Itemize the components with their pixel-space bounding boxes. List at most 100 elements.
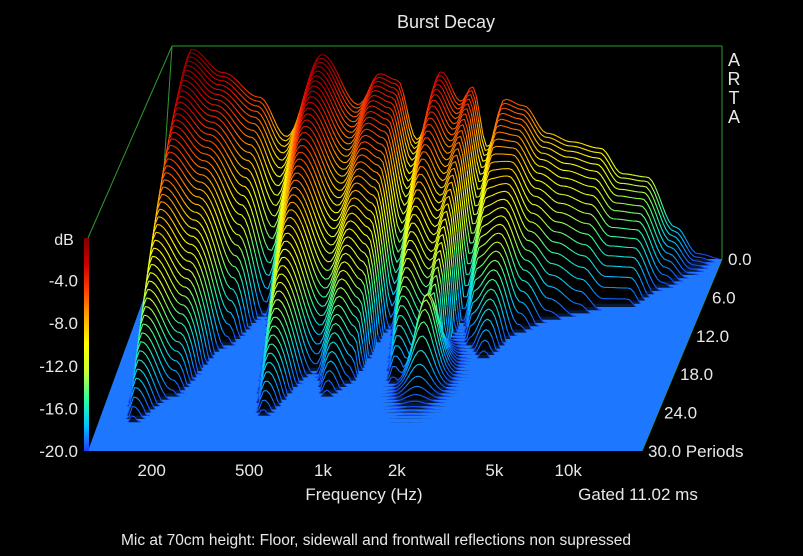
slice-segment (429, 130, 434, 137)
slice-segment (163, 278, 169, 286)
slice-segment (509, 238, 514, 249)
slice-segment (406, 231, 411, 240)
slice-segment (548, 148, 553, 151)
slice-segment (181, 188, 186, 195)
slice-segment (268, 326, 273, 334)
slice-segment (172, 369, 176, 372)
slice-segment (186, 80, 190, 83)
slice-segment (549, 297, 553, 300)
slice-segment (294, 131, 299, 144)
slice-segment (468, 124, 473, 146)
slice-segment (600, 194, 606, 201)
slice-segment (544, 212, 550, 217)
slice-segment (178, 374, 183, 383)
slice-segment (321, 352, 326, 366)
slice-segment (161, 193, 166, 196)
slice-segment (382, 161, 387, 176)
slice-segment (370, 82, 375, 88)
slice-segment (384, 112, 389, 115)
slice-segment (419, 144, 425, 152)
slice-segment (204, 210, 209, 218)
slice-segment (603, 264, 607, 267)
slice-segment (427, 137, 433, 143)
slice-segment (468, 89, 473, 93)
slice-segment (231, 172, 236, 180)
slice-segment (501, 102, 506, 106)
slice-segment (548, 186, 553, 191)
slice-segment (272, 231, 277, 239)
slice-segment (353, 304, 358, 309)
slice-segment (632, 302, 637, 308)
slice-segment (491, 177, 495, 180)
slice-segment (439, 99, 445, 107)
slice-segment (388, 323, 394, 330)
slice-segment (317, 365, 323, 377)
slice-segment (247, 325, 252, 330)
slice-segment (322, 108, 327, 116)
slice-segment (533, 305, 538, 313)
slice-segment (168, 333, 174, 339)
slice-segment (345, 96, 350, 103)
slice-segment (452, 110, 457, 115)
slice-segment (400, 161, 406, 176)
slice-segment (481, 139, 486, 151)
slice-segment (519, 104, 523, 107)
slice-segment (369, 129, 374, 133)
slice-segment (395, 295, 400, 314)
slice-segment (326, 322, 332, 335)
slice-segment (335, 187, 340, 191)
slice-segment (584, 233, 589, 235)
slice-segment (159, 280, 164, 288)
slice-segment (527, 113, 533, 120)
slice-segment (548, 238, 553, 243)
slice-segment (391, 345, 396, 356)
slice-segment (550, 228, 555, 232)
slice-segment (570, 237, 575, 241)
slice-segment (574, 145, 579, 148)
slice-segment (342, 212, 348, 222)
slice-segment (650, 290, 655, 295)
slice-segment (505, 266, 510, 278)
slice-segment (198, 204, 202, 208)
slice-segment (404, 230, 409, 247)
slice-segment (343, 204, 349, 214)
slice-segment (328, 64, 334, 71)
slice-segment (246, 127, 251, 131)
slice-segment (377, 164, 383, 170)
slice-segment (233, 254, 238, 257)
slice-segment (242, 132, 247, 136)
slice-segment (536, 311, 541, 319)
slice-segment (187, 251, 192, 254)
slice-segment (572, 250, 577, 254)
slice-segment (341, 131, 346, 137)
slice-segment (234, 210, 239, 215)
slice-segment (420, 181, 425, 187)
slice-segment (458, 369, 463, 372)
slice-segment (230, 151, 235, 158)
slice-segment (339, 316, 345, 323)
slice-segment (315, 228, 320, 238)
slice-segment (314, 126, 319, 133)
slice-segment (294, 273, 299, 284)
slice-segment (432, 356, 437, 366)
slice-segment (357, 175, 362, 178)
slice-segment (504, 190, 509, 194)
slice-segment (583, 193, 588, 196)
slice-segment (363, 205, 368, 210)
slice-segment (345, 170, 351, 179)
slice-segment (438, 373, 443, 380)
slice-segment (570, 300, 575, 304)
slice-segment (434, 266, 439, 270)
slice-segment (319, 362, 325, 376)
slice-segment (587, 297, 593, 303)
slice-segment (369, 284, 374, 313)
slice-segment (473, 258, 479, 270)
slice-segment (593, 170, 598, 173)
slice-segment (149, 272, 154, 274)
slice-segment (394, 315, 400, 326)
slice-segment (581, 266, 585, 269)
slice-segment (195, 88, 200, 94)
slice-segment (389, 107, 394, 112)
slice-segment (414, 278, 419, 288)
slice-segment (283, 317, 289, 327)
